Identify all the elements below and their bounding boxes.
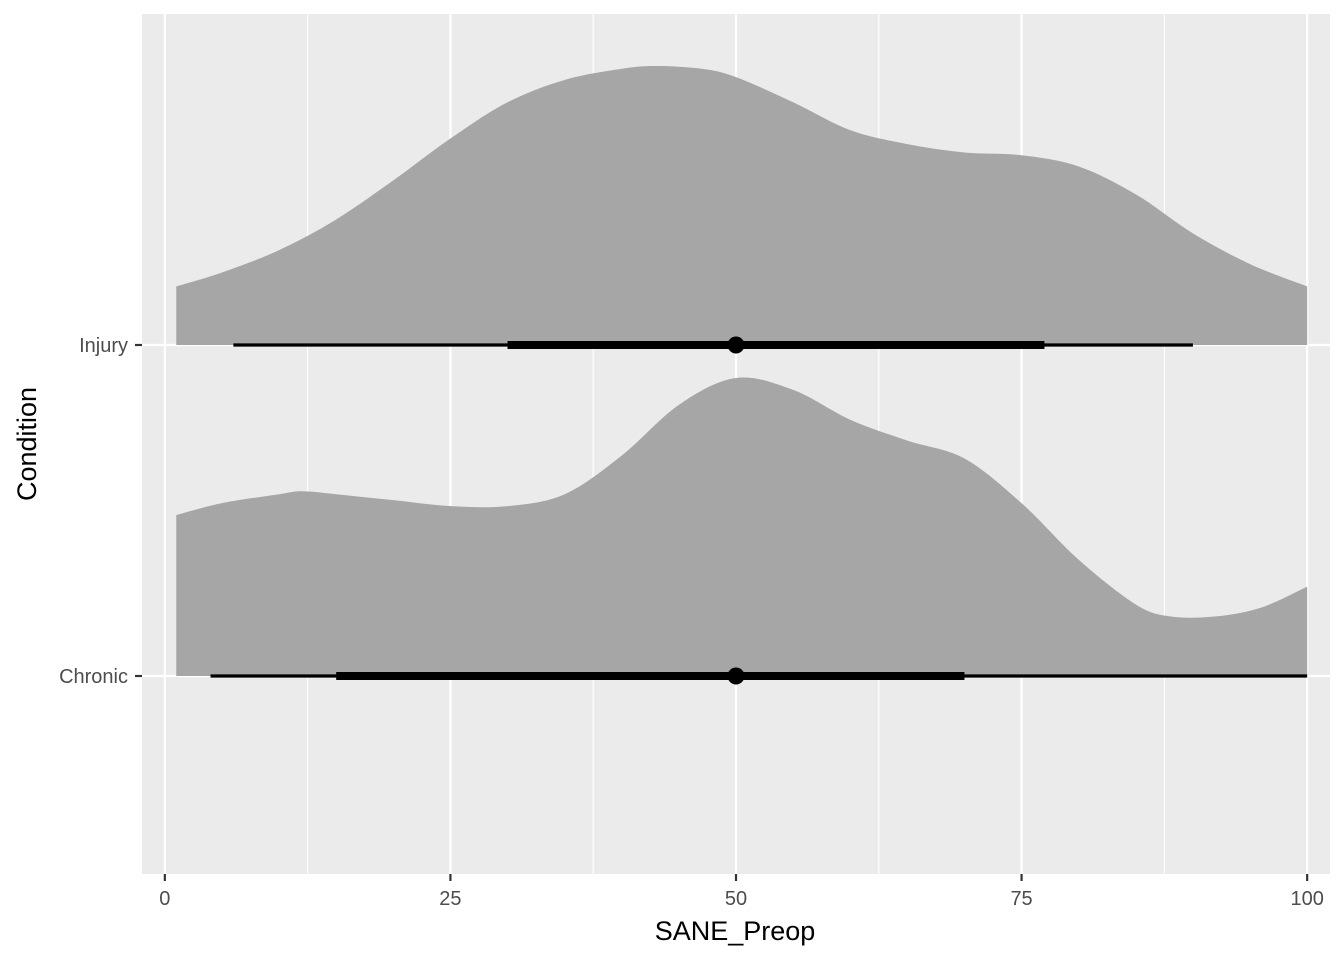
point-injury: [727, 336, 745, 354]
y-axis-title: Condition: [12, 387, 42, 501]
x-tick-label: 0: [159, 888, 170, 910]
x-tick-label: 50: [725, 888, 747, 910]
x-axis-title: SANE_Preop: [655, 916, 816, 946]
point-chronic: [727, 667, 745, 685]
density-injury: [176, 66, 1308, 345]
density-chronic: [176, 377, 1308, 676]
interval-layer: [210, 336, 1308, 685]
x-tick-label: 100: [1290, 888, 1323, 910]
x-tick-label: 25: [439, 888, 461, 910]
y-axis: Chronic Injury: [59, 335, 142, 688]
x-axis: 0 25 50 75 100: [159, 874, 1324, 910]
density-layer: [176, 66, 1308, 676]
x-tick-label: 75: [1010, 888, 1032, 910]
y-tick-label: Chronic: [59, 666, 128, 688]
y-tick-label: Injury: [79, 335, 128, 357]
